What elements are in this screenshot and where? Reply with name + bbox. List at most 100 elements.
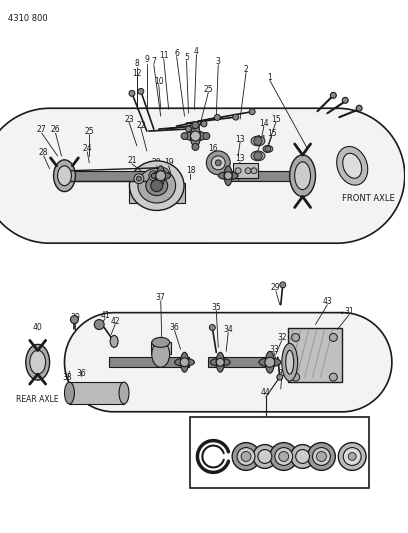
Ellipse shape xyxy=(265,351,274,373)
Text: 25: 25 xyxy=(84,126,94,135)
Text: 29: 29 xyxy=(271,284,281,292)
Circle shape xyxy=(216,358,224,366)
Ellipse shape xyxy=(129,161,184,211)
Text: 40: 40 xyxy=(33,323,42,332)
Circle shape xyxy=(258,449,272,463)
Text: 46: 46 xyxy=(348,446,358,455)
Circle shape xyxy=(279,451,289,462)
Circle shape xyxy=(329,373,337,381)
Circle shape xyxy=(209,325,215,330)
Ellipse shape xyxy=(26,344,50,380)
Circle shape xyxy=(292,373,299,381)
Bar xyxy=(109,357,188,367)
Circle shape xyxy=(215,160,221,166)
Circle shape xyxy=(317,451,326,462)
Text: 22: 22 xyxy=(136,120,146,130)
Circle shape xyxy=(161,170,166,175)
Text: REAR AXLE: REAR AXLE xyxy=(16,395,59,405)
Circle shape xyxy=(296,449,310,463)
Ellipse shape xyxy=(53,160,75,191)
Circle shape xyxy=(280,282,286,288)
Text: 5: 5 xyxy=(184,53,189,62)
Ellipse shape xyxy=(343,154,361,179)
Bar xyxy=(233,163,258,177)
Ellipse shape xyxy=(191,125,200,147)
Circle shape xyxy=(356,106,362,111)
Circle shape xyxy=(191,123,196,129)
Text: 15: 15 xyxy=(267,128,277,138)
Ellipse shape xyxy=(157,166,165,185)
Circle shape xyxy=(159,168,169,177)
Ellipse shape xyxy=(251,136,265,146)
Text: 16: 16 xyxy=(208,144,218,154)
Circle shape xyxy=(186,126,191,132)
Ellipse shape xyxy=(286,350,294,374)
Text: 41: 41 xyxy=(100,311,110,320)
Ellipse shape xyxy=(216,352,224,372)
Circle shape xyxy=(249,109,255,115)
Ellipse shape xyxy=(152,337,170,348)
Circle shape xyxy=(253,445,277,469)
Bar xyxy=(69,171,159,181)
Text: 38: 38 xyxy=(63,373,72,382)
Ellipse shape xyxy=(119,382,129,404)
Text: 14: 14 xyxy=(259,119,269,127)
Text: 28: 28 xyxy=(39,148,49,157)
Circle shape xyxy=(136,176,142,181)
Circle shape xyxy=(151,173,156,178)
Circle shape xyxy=(251,168,257,174)
Text: 35: 35 xyxy=(211,303,221,312)
Circle shape xyxy=(338,442,366,471)
Text: 10: 10 xyxy=(154,77,164,86)
Text: 32: 32 xyxy=(277,333,286,342)
Circle shape xyxy=(245,168,251,174)
Text: 33: 33 xyxy=(269,345,279,354)
Text: 14: 14 xyxy=(256,134,266,143)
Text: 1: 1 xyxy=(268,73,272,82)
Bar xyxy=(288,327,342,382)
Text: 4: 4 xyxy=(194,47,199,56)
Circle shape xyxy=(192,122,199,128)
Ellipse shape xyxy=(152,342,170,367)
Circle shape xyxy=(214,115,220,120)
Ellipse shape xyxy=(138,168,175,203)
Text: 21: 21 xyxy=(127,156,137,165)
Text: 8: 8 xyxy=(135,59,139,68)
Text: 44: 44 xyxy=(261,389,271,398)
Text: 15: 15 xyxy=(271,115,281,124)
Ellipse shape xyxy=(290,155,315,197)
Text: 12: 12 xyxy=(132,69,142,78)
Text: 39: 39 xyxy=(71,313,80,322)
Ellipse shape xyxy=(295,162,310,190)
Circle shape xyxy=(308,442,335,471)
Text: 13: 13 xyxy=(235,134,245,143)
Circle shape xyxy=(241,451,251,462)
Text: 19: 19 xyxy=(164,158,173,167)
Text: 36: 36 xyxy=(76,369,86,378)
Polygon shape xyxy=(64,313,392,412)
Circle shape xyxy=(206,151,230,175)
Circle shape xyxy=(71,316,78,324)
Circle shape xyxy=(201,121,207,127)
Text: 31: 31 xyxy=(277,369,286,378)
Text: 4310 800: 4310 800 xyxy=(8,14,48,23)
Circle shape xyxy=(149,171,159,181)
Ellipse shape xyxy=(146,176,168,196)
Ellipse shape xyxy=(259,358,281,367)
Text: 7: 7 xyxy=(151,57,156,66)
Circle shape xyxy=(292,334,299,342)
Circle shape xyxy=(203,133,210,140)
Ellipse shape xyxy=(218,172,238,180)
Circle shape xyxy=(211,156,225,170)
Text: 11: 11 xyxy=(159,51,169,60)
Ellipse shape xyxy=(30,350,46,374)
Circle shape xyxy=(343,448,361,465)
Circle shape xyxy=(275,448,293,465)
Ellipse shape xyxy=(211,358,230,366)
Text: FRONT AXLE: FRONT AXLE xyxy=(342,194,395,203)
Ellipse shape xyxy=(282,343,297,381)
Circle shape xyxy=(254,137,262,145)
Circle shape xyxy=(233,114,239,120)
Text: 34: 34 xyxy=(223,325,233,334)
Text: 3: 3 xyxy=(216,57,221,66)
